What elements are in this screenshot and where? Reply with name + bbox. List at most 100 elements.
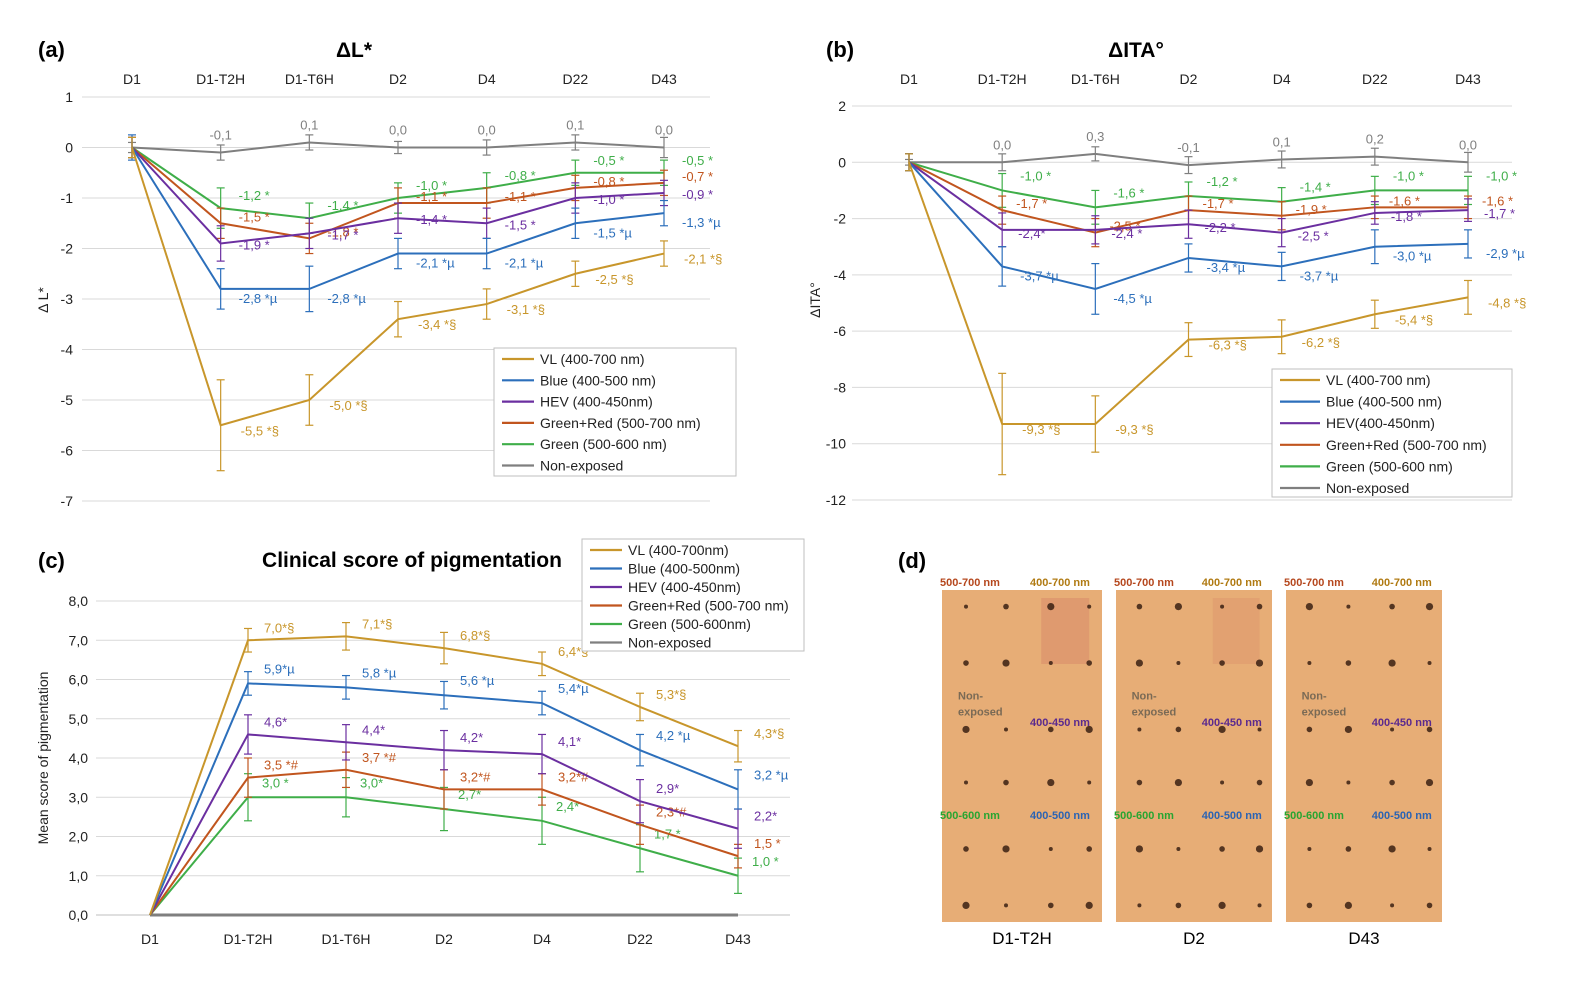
data-label: -2,4* — [1018, 226, 1045, 241]
marker-dot — [1047, 603, 1055, 611]
zone-label-tr: 400-700 nm — [1030, 577, 1090, 589]
y-tick-label: 5,0 — [69, 711, 89, 727]
marker-dot — [964, 604, 968, 609]
data-label: 5,8 *µ — [362, 665, 397, 680]
series-line-hev — [149, 733, 739, 916]
data-label: 4,1* — [558, 734, 581, 749]
data-label: -1,9 * — [239, 237, 270, 252]
chart-delta-ita: ΔITA° 2 0 -2 -4 -6 -8 -10 -12 D1 D1-T2H D1-T6H D2 D4 D… — [807, 39, 1526, 508]
marker-dot — [1175, 726, 1182, 733]
data-label: 3,5 *# — [264, 758, 299, 773]
zone-label-tl: 500-700 nm — [1284, 577, 1344, 589]
data-label: -5,5 *§ — [241, 423, 279, 438]
legend-entry: HEV(400-450nm) — [1326, 415, 1435, 431]
zone-label-br: 400-500 nm — [1030, 810, 1090, 822]
data-label: -2,5 * — [1298, 229, 1329, 244]
x-tick-label: D1-T2H — [223, 931, 272, 947]
zone-label-bl: 500-600 nm — [940, 810, 1000, 822]
data-label: -1,6 * — [1113, 185, 1144, 200]
zone-label-ml: Non-exposed — [1132, 691, 1177, 719]
zone-label-br: 400-500 nm — [1202, 810, 1262, 822]
marker-dot — [1257, 903, 1262, 908]
data-label: -3,7 *µ — [1300, 268, 1339, 283]
legend-entry: Green+Red (500-700 nm) — [540, 415, 701, 431]
data-label: -1,2 * — [1207, 174, 1238, 189]
zone-label-mr: 400-450 nm — [1030, 717, 1090, 729]
marker-dot — [1048, 846, 1053, 851]
data-label: 2,2* — [754, 809, 777, 824]
x-tick-label: D1-T6H — [1071, 71, 1120, 87]
marker-dot — [1305, 603, 1313, 611]
data-label: -0,1 — [1177, 140, 1199, 155]
x-tick-label: D22 — [627, 931, 653, 947]
x-tick-label: D1-T6H — [285, 71, 334, 87]
data-label: 6,8*§ — [460, 628, 490, 643]
data-label: -1,5 * — [505, 217, 536, 232]
data-label: -1,5 *µ — [593, 225, 632, 240]
data-label: -2,8 *µ — [239, 291, 278, 306]
x-tick-label: D1-T2H — [196, 71, 245, 87]
marker-dot — [1086, 660, 1092, 666]
chart-delta-l: ΔL* 1 0 -1 -2 -3 -4 -5 -6 -7 D1 D1-T2H D1-T6H D2 D4 D22… — [35, 39, 737, 509]
data-label: 2,7* — [458, 787, 481, 802]
data-label: 3,0* — [360, 775, 383, 790]
marker-dot — [1137, 727, 1142, 732]
legend-entry: Green (500-600 nm) — [540, 436, 667, 452]
data-label: -1,0 * — [593, 192, 624, 207]
data-label: -1,0 * — [1486, 168, 1517, 183]
zone-label-line: exposed — [1132, 707, 1177, 719]
data-label: -0,7 * — [682, 169, 713, 184]
marker-dot — [1004, 727, 1008, 732]
series-line-blue — [131, 146, 665, 290]
legend-entry: Green (500-600nm) — [628, 616, 751, 632]
data-label: -1,4 * — [416, 212, 447, 227]
data-label: 4,2* — [460, 730, 483, 745]
y-tick-label: -3 — [61, 291, 74, 307]
data-label: 0,0 — [389, 123, 407, 138]
data-label: -2,9 *µ — [1486, 246, 1525, 261]
marker-dot — [1048, 902, 1054, 909]
data-label: -1,6 * — [1482, 193, 1513, 208]
skin-photo — [1116, 590, 1272, 922]
marker-dot — [1176, 661, 1181, 666]
marker-dot — [1004, 903, 1008, 908]
data-label: -1,7 * — [1016, 196, 1047, 211]
marker-dot — [1388, 845, 1396, 853]
x-tick-label: D1 — [123, 71, 141, 87]
data-label: -5,0 *§ — [329, 398, 367, 413]
data-label: 3,2 *µ — [754, 767, 789, 782]
panel-a-label: (a) — [38, 37, 65, 62]
marker-dot — [1135, 659, 1143, 667]
marker-dot — [1047, 778, 1055, 787]
chart-clinical-score: Clinical score of pigmentation 8,0 7,0 6,0 5… — [35, 538, 805, 947]
y-tick-label: -5 — [61, 392, 74, 408]
series-line-hev — [131, 146, 665, 245]
zone-label-line: Non- — [1132, 691, 1157, 703]
data-label: -0,8 * — [593, 174, 624, 189]
marker-dot — [1002, 845, 1010, 853]
legend-entry: HEV (400-450nm) — [628, 579, 741, 595]
marker-dot — [1305, 778, 1313, 787]
marker-dot — [1425, 603, 1434, 611]
marker-dot — [1345, 846, 1352, 852]
y-tick-label: 3,0 — [69, 789, 89, 805]
photo-caption: D2 — [1183, 929, 1205, 948]
data-label: -1,1 * — [505, 189, 536, 204]
x-tick-label: D2 — [1180, 71, 1198, 87]
data-label: -6,2 *§ — [1302, 335, 1340, 350]
marker-dot — [1257, 727, 1262, 732]
y-tick-label: 0,0 — [69, 907, 89, 923]
data-label: 4,2 *µ — [656, 728, 691, 743]
x-tick-label: D2 — [389, 71, 407, 87]
data-label: -1,5 * — [239, 209, 270, 224]
data-label: -1,9 * — [1296, 202, 1327, 217]
x-tick-label: D2 — [435, 931, 453, 947]
legend-entry: Green+Red (500-700 nm) — [628, 598, 789, 614]
series-line-non — [909, 152, 1469, 167]
marker-dot — [1002, 659, 1010, 667]
marker-dot — [1425, 778, 1434, 787]
data-label: -1,0 * — [1393, 168, 1424, 183]
data-label: 7,1*§ — [362, 616, 392, 631]
skin-photo-panels: 500-700 nm 400-700 nm 500-600 nm 400-500 nm… — [940, 577, 1442, 948]
legend-entry: Non-exposed — [1326, 480, 1409, 496]
